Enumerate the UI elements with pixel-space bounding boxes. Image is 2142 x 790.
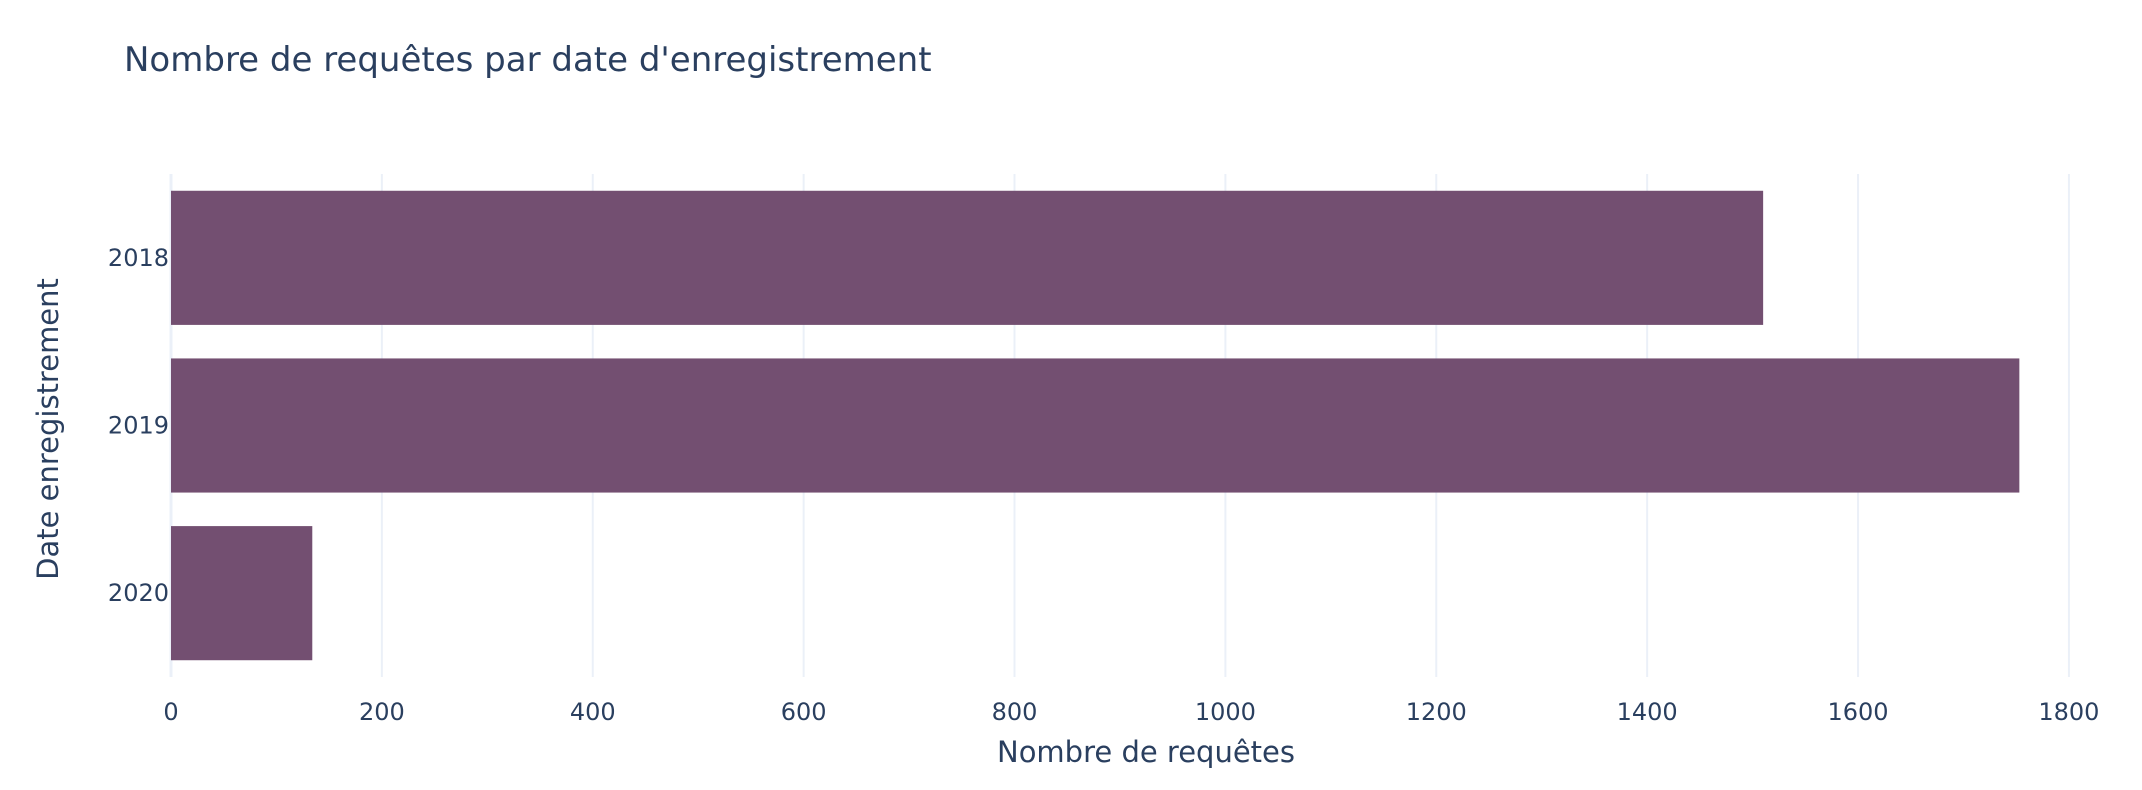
x-tick-label-1400: 1400 xyxy=(1617,698,1678,726)
x-tick-label-200: 200 xyxy=(359,698,405,726)
y-axis-title: Date enregistrement xyxy=(31,278,65,580)
y-tick-label-2020: 2020 xyxy=(108,579,169,607)
x-tick-labels: 0 200 400 600 800 1000 1200 1400 1600 1800 xyxy=(163,698,2099,726)
bar-2018 xyxy=(171,190,1764,325)
x-tick-label-1600: 1600 xyxy=(1827,698,1888,726)
y-tick-label-2019: 2019 xyxy=(108,412,169,440)
x-tick-label-1000: 1000 xyxy=(1195,698,1256,726)
chart-title: Nombre de requêtes par date d'enregistre… xyxy=(124,40,932,80)
x-tick-label-600: 600 xyxy=(781,698,827,726)
bars xyxy=(171,190,2020,661)
bar-2020 xyxy=(171,526,313,661)
x-tick-label-1200: 1200 xyxy=(1406,698,1467,726)
y-tick-labels: 2018 2019 2020 xyxy=(108,244,169,607)
bar-2019 xyxy=(171,358,2020,493)
x-tick-label-400: 400 xyxy=(570,698,616,726)
x-tick-label-0: 0 xyxy=(163,698,178,726)
x-axis-title: Nombre de requêtes xyxy=(997,735,1295,769)
y-tick-label-2018: 2018 xyxy=(108,244,169,272)
x-tick-label-1800: 1800 xyxy=(2038,698,2099,726)
x-tick-label-800: 800 xyxy=(992,698,1038,726)
